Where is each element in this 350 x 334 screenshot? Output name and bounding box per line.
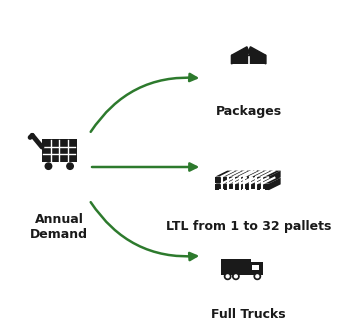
Bar	[229, 189, 233, 190]
Bar	[219, 189, 224, 190]
Bar	[229, 181, 233, 183]
Circle shape	[226, 275, 229, 278]
Circle shape	[45, 163, 52, 169]
Text: Full Trucks: Full Trucks	[211, 308, 286, 321]
Polygon shape	[269, 178, 281, 190]
Bar	[219, 181, 224, 183]
Bar	[251, 189, 255, 190]
Polygon shape	[215, 177, 246, 183]
Polygon shape	[269, 171, 281, 183]
Polygon shape	[231, 47, 248, 55]
Polygon shape	[246, 171, 258, 183]
Polygon shape	[248, 47, 266, 55]
Polygon shape	[238, 178, 281, 184]
Polygon shape	[231, 55, 248, 64]
Circle shape	[224, 273, 231, 280]
Bar	[241, 189, 246, 190]
Circle shape	[256, 275, 259, 278]
Bar	[252, 265, 259, 270]
Bar	[238, 181, 243, 183]
Polygon shape	[248, 55, 266, 64]
Polygon shape	[238, 177, 269, 183]
Bar	[260, 181, 265, 183]
Bar	[241, 181, 246, 183]
Polygon shape	[215, 171, 258, 177]
Circle shape	[254, 273, 260, 280]
Text: LTL from 1 to 32 pallets: LTL from 1 to 32 pallets	[166, 219, 331, 232]
Bar	[260, 189, 265, 190]
Bar	[251, 181, 255, 183]
Circle shape	[67, 163, 73, 169]
Circle shape	[233, 273, 239, 280]
Bar	[238, 189, 243, 190]
Polygon shape	[238, 184, 269, 190]
Bar	[231, 55, 266, 64]
Bar	[42, 139, 77, 162]
Polygon shape	[215, 178, 258, 184]
Bar	[251, 262, 263, 276]
Bar	[221, 259, 251, 276]
Circle shape	[234, 275, 237, 278]
Polygon shape	[215, 184, 246, 190]
Text: Annual
Demand: Annual Demand	[30, 213, 88, 241]
Polygon shape	[246, 178, 258, 190]
Text: Packages: Packages	[216, 105, 282, 118]
Polygon shape	[238, 171, 281, 177]
